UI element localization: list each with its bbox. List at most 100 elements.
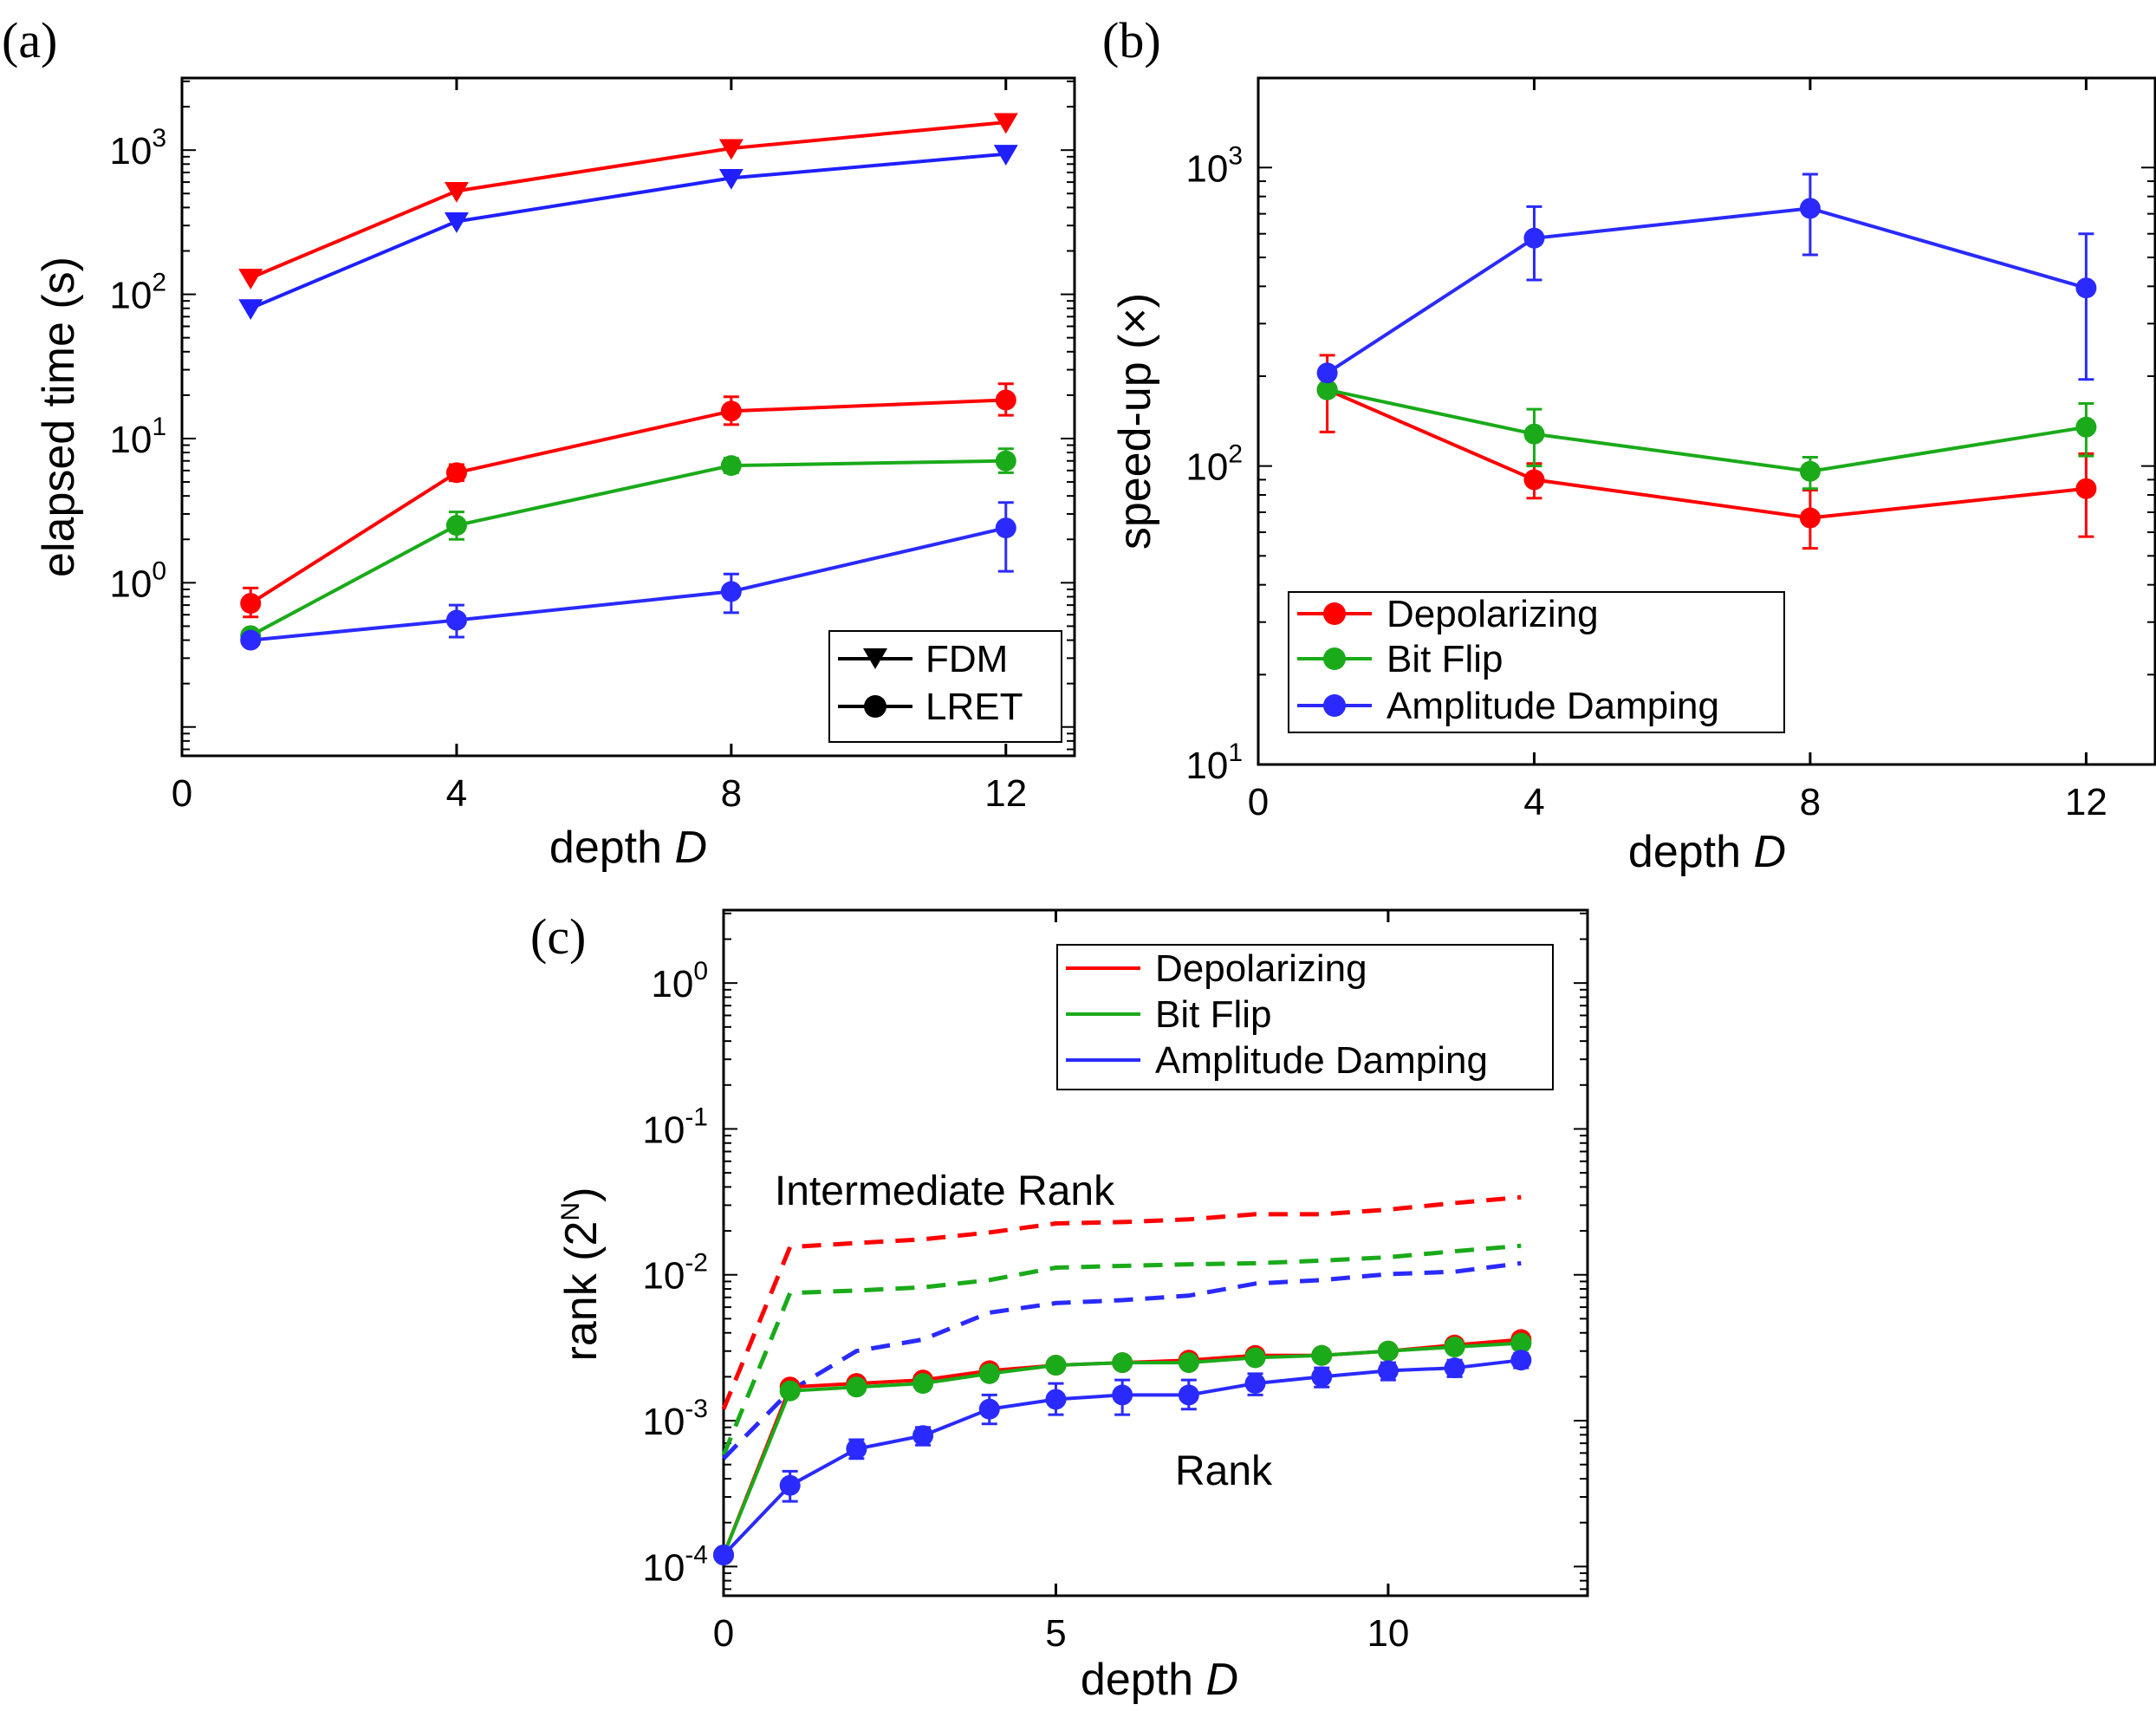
x-tick-label: 5 [1045, 1612, 1066, 1655]
data-point [1444, 1357, 1465, 1379]
data-point-triangle [444, 212, 469, 233]
data-point [1316, 362, 1338, 384]
legend-c-bitflip-label: Bit Flip [1155, 993, 1271, 1036]
x-tick-label: 0 [1248, 781, 1269, 823]
data-point [445, 515, 467, 537]
data-point [2075, 478, 2097, 499]
x-tick-label: 0 [713, 1612, 734, 1655]
y-tick-label: 102 [109, 269, 166, 317]
legend-c-depolarizing-label: Depolarizing [1155, 947, 1367, 990]
y-tick-label: 100 [651, 957, 708, 1005]
series-line [722, 1260, 1522, 1461]
series-line [250, 398, 1006, 605]
x-tick-label: 8 [1800, 781, 1821, 823]
data-point [2075, 416, 2097, 438]
data-point [846, 1438, 867, 1460]
data-point [1523, 423, 1545, 445]
data-point [445, 462, 467, 484]
panel-b: (b) 0 4 8 12 101 102 103 depth D speed-up (×)… [1102, 12, 2156, 877]
x-tick-label: 8 [721, 772, 742, 815]
series-line [250, 120, 1006, 280]
panel-c-x-ticks: 0 5 10 [713, 910, 1409, 1655]
data-point [1045, 1389, 1067, 1410]
panel-c-legend: Depolarizing Bit Flip Amplitude Damping [1056, 944, 1554, 1090]
panel-b-y-ticks: 101 102 103 [1185, 141, 2155, 787]
data-point-triangle [993, 145, 1018, 166]
series-line [250, 526, 1007, 642]
data-point [846, 1376, 867, 1398]
panel-c-x-axis-label: depth D [1081, 1655, 1238, 1705]
legend-bitflip-marker [1323, 647, 1346, 670]
x-tick-label: 12 [984, 772, 1027, 815]
data-point [720, 581, 742, 602]
legend-depolarizing-marker [1323, 602, 1346, 625]
x-tick-label: 10 [1367, 1612, 1409, 1655]
panel-a-series [238, 113, 1018, 651]
data-point [1799, 507, 1821, 529]
panel-a-y-ticks: 100 101 102 103 [109, 80, 1075, 751]
series-line [722, 1341, 1522, 1556]
legend-bitflip-label: Bit Flip [1386, 638, 1503, 680]
panel-b-y-axis-label: speed-up (×) [1110, 293, 1160, 550]
panel-c-axes-box [722, 908, 1589, 1597]
data-point [1112, 1352, 1133, 1374]
y-tick-label: 100 [109, 556, 166, 605]
data-point [1316, 379, 1338, 400]
y-tick-label: 103 [109, 124, 166, 172]
data-point [912, 1373, 934, 1395]
panel-b-label: (b) [1102, 12, 1161, 68]
data-point [1311, 1344, 1333, 1366]
panel-c-y-axis-label: rank (2N) [556, 1187, 607, 1362]
data-point-triangle [238, 299, 263, 320]
y-tick-label: 10-2 [642, 1249, 708, 1298]
data-point [720, 400, 742, 422]
series-line [250, 152, 1006, 310]
data-point [1510, 1350, 1532, 1371]
panel-b-axes-box [1257, 76, 2156, 766]
data-point [912, 1425, 934, 1447]
data-point [720, 455, 742, 477]
data-point [779, 1380, 801, 1402]
data-point [1244, 1347, 1266, 1369]
data-point [995, 517, 1016, 539]
panel-a-y-axis-label: elapsed time (s) [34, 257, 84, 577]
panel-c: (c) 0 5 10 10-4 10-3 10-2 10-1 100 Intermediat… [530, 908, 1589, 1705]
panel-a: (a) 0 4 8 12 100 101 102 103 depth D elapsed t… [2, 12, 1076, 873]
data-point [1799, 460, 1821, 482]
panel-c-series [713, 1194, 1532, 1566]
x-tick-label: 4 [1523, 781, 1544, 823]
data-point [1178, 1384, 1199, 1406]
data-point [1377, 1360, 1399, 1382]
panel-b-legend: Depolarizing Bit Flip Amplitude Damping [1288, 591, 1785, 733]
series-line [250, 459, 1006, 638]
data-point [1523, 469, 1545, 491]
y-tick-label: 10-1 [642, 1103, 708, 1151]
y-tick-label: 102 [1185, 440, 1243, 489]
panel-b-x-axis-label: depth D [1628, 827, 1786, 877]
series-line [721, 1243, 1522, 1456]
data-point [995, 389, 1016, 411]
y-tick-label: 10-3 [642, 1395, 708, 1443]
panel-b-series [1316, 172, 2097, 550]
data-point-triangle [444, 181, 469, 203]
legend-amplitude-label: Amplitude Damping [1386, 685, 1719, 727]
data-point [445, 609, 467, 631]
panel-a-label: (a) [2, 12, 57, 68]
y-tick-label: 101 [109, 413, 166, 461]
series-line [1327, 387, 2087, 473]
data-point [995, 450, 1016, 472]
data-point [1045, 1355, 1067, 1376]
legend-depolarizing-label: Depolarizing [1386, 593, 1599, 635]
legend-fdm-label: FDM [925, 638, 1008, 680]
intermediate-rank-annotation: Intermediate Rank [775, 1168, 1115, 1214]
y-tick-label: 103 [1185, 141, 1243, 190]
panel-a-legend: FDM LRET [828, 630, 1062, 743]
x-tick-label: 12 [2065, 781, 2107, 823]
legend-amplitude-marker [1323, 694, 1346, 717]
series-line [721, 1194, 1522, 1410]
panel-c-y-ticks: 10-4 10-3 10-2 10-1 100 [642, 912, 1588, 1591]
panel-a-axes-box [180, 76, 1076, 758]
legend-fdm-marker [863, 648, 887, 669]
x-tick-label: 4 [446, 772, 467, 815]
data-point [1311, 1366, 1333, 1388]
